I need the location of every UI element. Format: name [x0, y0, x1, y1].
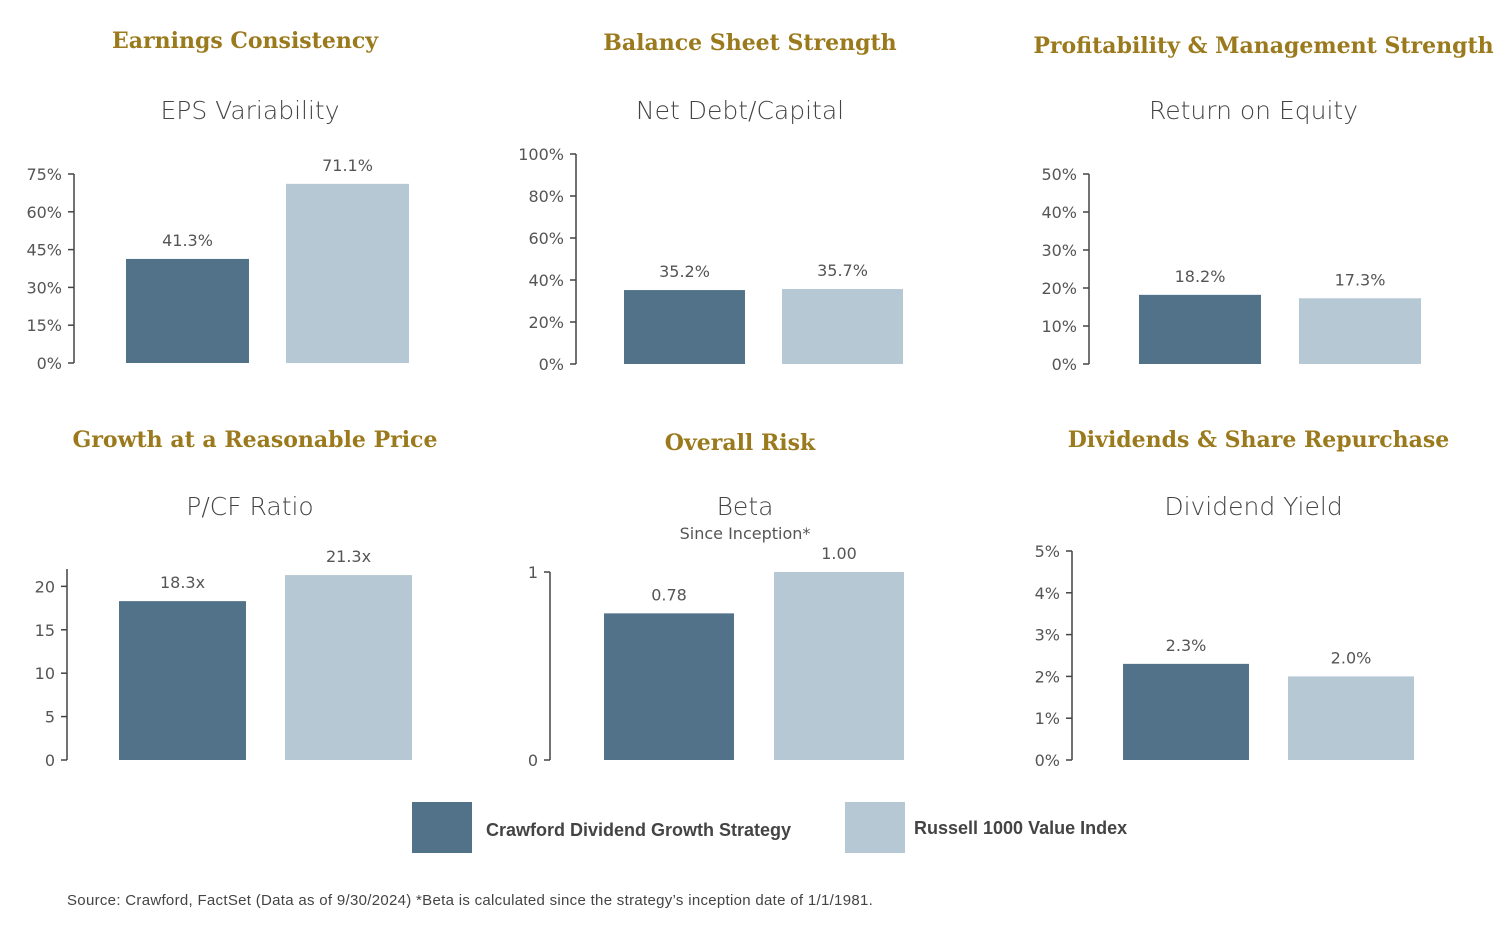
legend-swatch-index — [845, 802, 905, 853]
source-footnote: Source: Crawford, FactSet (Data as of 9/… — [67, 892, 874, 909]
y-tick-label: 10 — [35, 664, 55, 683]
y-tick-label: 100% — [518, 145, 564, 164]
legend-swatch-strategy — [412, 802, 472, 853]
category-title: Profitability & Management Strength — [1033, 33, 1494, 59]
data-label: 1.00 — [821, 544, 857, 563]
y-tick-label: 1% — [1035, 709, 1060, 728]
bar-index — [774, 572, 904, 760]
y-tick-label: 5 — [45, 708, 55, 727]
data-label: 35.2% — [659, 262, 710, 281]
y-tick-label: 0% — [37, 354, 62, 373]
data-label: 17.3% — [1335, 270, 1386, 289]
panel-eps-variability: Earnings Consistency EPS Variability 0% 1… — [0, 0, 500, 400]
chart-title: Dividend Yield — [1164, 492, 1343, 521]
y-tick-label: 30% — [26, 278, 62, 297]
panel-net-debt-capital: Balance Sheet Strength Net Debt/Capital … — [500, 0, 1000, 400]
panel-dividend-yield: Dividends & Share Repurchase Dividend Yi… — [1000, 400, 1507, 800]
data-label: 18.3x — [160, 573, 205, 592]
panel-beta: Overall Risk Beta Since Inception* 0 1 0.7… — [500, 400, 1000, 800]
bar-chart: 0% 10% 20% 30% 40% 50% 18.2% 17.3% — [1041, 165, 1421, 374]
y-tick-label: 60% — [528, 229, 564, 248]
category-title: Overall Risk — [664, 430, 816, 456]
chart-title: EPS Variability — [160, 96, 340, 125]
y-tick-label: 4% — [1035, 584, 1060, 603]
bar-chart: 0 1 0.78 1.00 — [528, 544, 904, 770]
category-title: Dividends & Share Repurchase — [1067, 427, 1450, 453]
panel-pcf-ratio: Growth at a Reasonable Price P/CF Ratio … — [0, 400, 500, 800]
bar-strategy — [126, 258, 249, 363]
y-tick-label: 45% — [26, 241, 62, 260]
bar-strategy — [624, 290, 745, 364]
bar-index — [285, 575, 412, 760]
y-tick-label: 60% — [26, 203, 62, 222]
bar-chart: 0% 20% 40% 60% 80% 100% 35.2% 35.7% — [518, 145, 903, 374]
bar-index — [286, 183, 409, 363]
data-label: 0.78 — [651, 585, 687, 604]
y-tick-label: 10% — [1041, 317, 1077, 336]
bar-strategy — [604, 613, 734, 760]
y-tick-label: 15 — [35, 621, 55, 640]
bar-index — [782, 289, 903, 364]
y-tick-label: 75% — [26, 165, 62, 184]
y-tick-label: 20 — [35, 577, 55, 596]
data-label: 41.3% — [162, 231, 213, 250]
y-tick-label: 30% — [1041, 241, 1077, 260]
chart-title: Net Debt/Capital — [635, 96, 845, 125]
bar-chart: 0 5 10 15 20 18.3x 21.3x — [35, 547, 412, 770]
y-tick-label: 15% — [26, 316, 62, 335]
y-tick-label: 20% — [1041, 279, 1077, 298]
y-tick-label: 0% — [539, 355, 564, 374]
chart-title: P/CF Ratio — [186, 492, 314, 521]
y-tick-label: 5% — [1035, 542, 1060, 561]
y-tick-label: 3% — [1035, 626, 1060, 645]
y-tick-label: 0% — [1052, 355, 1077, 374]
category-title: Growth at a Reasonable Price — [72, 427, 438, 453]
data-label: 21.3x — [326, 547, 371, 566]
y-tick-label: 0 — [528, 751, 538, 770]
bar-strategy — [1123, 663, 1249, 760]
y-tick-label: 80% — [528, 187, 564, 206]
data-label: 2.3% — [1166, 636, 1207, 655]
y-tick-label: 50% — [1041, 165, 1077, 184]
category-title: Earnings Consistency — [111, 28, 379, 54]
data-label: 18.2% — [1175, 267, 1226, 286]
data-label: 71.1% — [322, 156, 373, 175]
panel-return-on-equity: Profitability & Management Strength Retu… — [1000, 0, 1507, 400]
bar-strategy — [119, 601, 246, 760]
bar-index — [1299, 298, 1421, 364]
data-label: 2.0% — [1331, 648, 1372, 667]
y-tick-label: 40% — [528, 271, 564, 290]
data-label: 35.7% — [817, 261, 868, 280]
y-tick-label: 1 — [528, 563, 538, 582]
chart-title: Beta — [716, 492, 774, 521]
y-tick-label: 2% — [1035, 667, 1060, 686]
legend-label-strategy: Crawford Dividend Growth Strategy — [486, 820, 792, 840]
category-title: Balance Sheet Strength — [603, 30, 897, 56]
bar-chart: 0% 1% 2% 3% 4% 5% 2.3% 2.0% — [1035, 542, 1414, 770]
bar-chart: 0% 15% 30% 45% 60% 75% 41.3% 71.1% — [26, 156, 409, 373]
bar-strategy — [1139, 294, 1261, 364]
y-tick-label: 20% — [528, 313, 564, 332]
y-tick-label: 0% — [1035, 751, 1060, 770]
y-tick-label: 0 — [45, 751, 55, 770]
legend-label-index: Russell 1000 Value Index — [914, 818, 1128, 838]
y-tick-label: 40% — [1041, 203, 1077, 222]
chart-title: Return on Equity — [1148, 96, 1359, 125]
chart-subtitle: Since Inception* — [679, 524, 811, 543]
bar-index — [1288, 676, 1414, 760]
